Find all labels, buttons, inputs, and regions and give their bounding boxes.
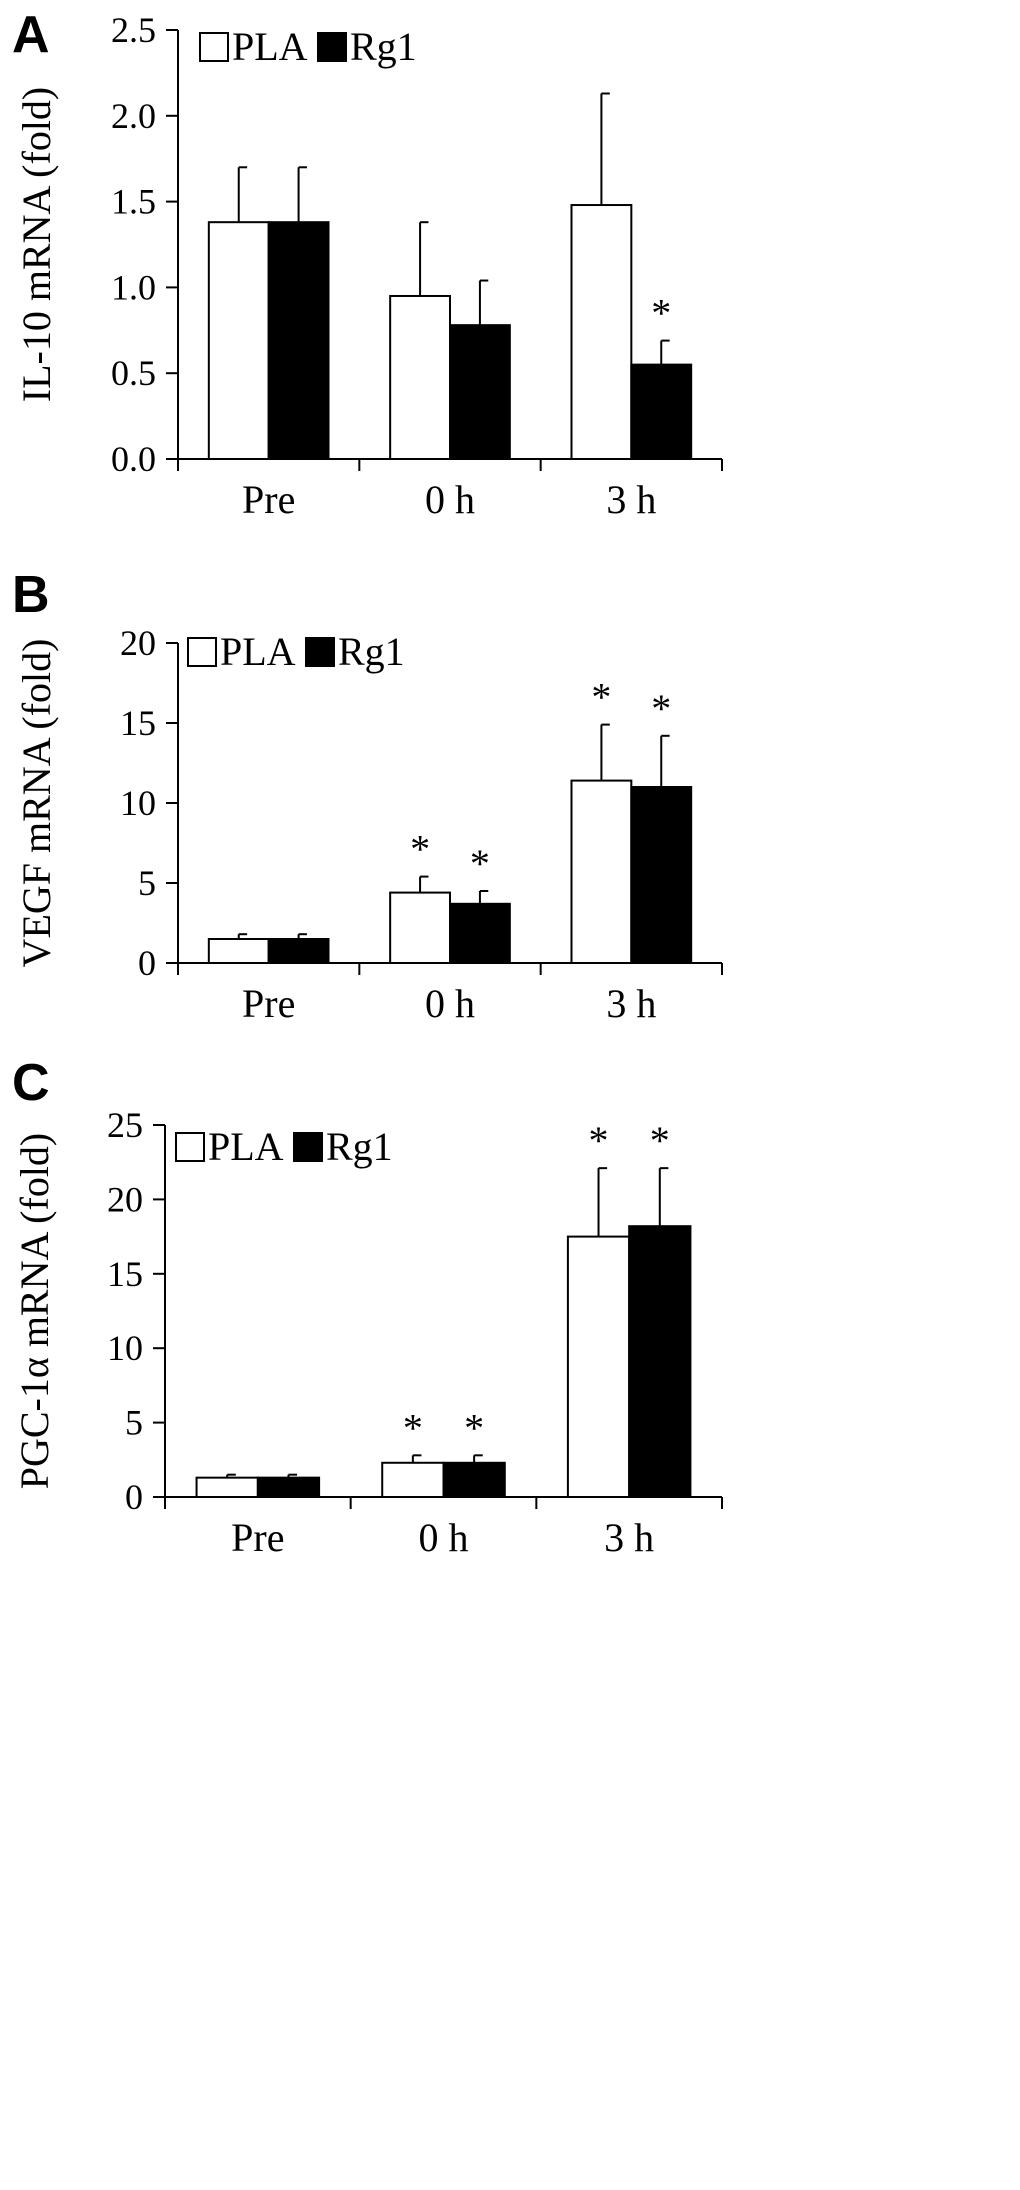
y-tick-label: 15: [107, 1254, 143, 1294]
bar-rg1-0h: [442, 1461, 506, 1498]
chart-panel-a: A 0.0 0.5 1.0 1.5 2.0 2.5 Pre 0 h 3 h IL-10 mRNA (…: [12, 6, 723, 522]
bar-rg1-pre: [267, 221, 330, 460]
bar-rg1-3h: [628, 1225, 692, 1498]
y-tick-label: 20: [107, 1179, 143, 1219]
legend-swatch-pla: [175, 1132, 205, 1162]
bar-rg1-3h: [630, 786, 693, 964]
legend-label-rg1: Rg1: [326, 1124, 393, 1169]
bar-pla-3h: [570, 779, 633, 964]
bar-rg1-0h: [449, 902, 511, 964]
y-tick-label: 10: [120, 783, 156, 823]
significance-marker: *: [464, 1405, 484, 1450]
bar-pla-3h: [566, 1235, 631, 1498]
y-tick-label: 2.5: [111, 10, 156, 50]
significance-marker: *: [470, 841, 490, 886]
legend-swatch-rg1: [293, 1132, 323, 1162]
legend-label-rg1: Rg1: [338, 629, 405, 674]
y-tick-label: 15: [120, 703, 156, 743]
y-tick-label: 1.5: [111, 182, 156, 222]
x-category-label: 0 h: [419, 1515, 469, 1560]
bar-pla-pre: [195, 1476, 259, 1499]
bar-pla-0h: [381, 1461, 445, 1498]
x-category-label: Pre: [242, 477, 295, 522]
x-category-label: 0 h: [425, 477, 475, 522]
legend-swatch-pla: [199, 32, 229, 62]
x-category-label: 3 h: [604, 1515, 654, 1560]
bar-pla-pre: [207, 221, 270, 460]
significance-marker: *: [651, 686, 671, 731]
y-tick-label: 10: [107, 1328, 143, 1368]
y-tick-label: 2.0: [111, 96, 156, 136]
significance-marker: *: [589, 1118, 609, 1163]
legend-swatch-pla: [187, 637, 217, 667]
y-tick-label: 0: [125, 1477, 143, 1517]
significance-marker: *: [651, 291, 671, 336]
x-category-label: Pre: [231, 1515, 284, 1560]
y-tick-label: 25: [107, 1105, 143, 1145]
y-tick-label: 5: [125, 1403, 143, 1443]
chart-panel-b: B 0 5 10 15 20 Pre 0 h 3 h VEGF mRNA (fold) * * * * PL…: [12, 566, 723, 1026]
bar-pla-0h: [389, 891, 452, 964]
y-axis-title: IL-10 mRNA (fold): [14, 87, 59, 403]
bar-pla-pre: [207, 938, 270, 964]
y-axis-title: VEGF mRNA (fold): [14, 639, 59, 968]
x-category-label: 0 h: [425, 981, 475, 1026]
legend-swatch-rg1: [317, 32, 347, 62]
y-tick-label: 0.0: [111, 439, 156, 479]
significance-marker: *: [403, 1405, 423, 1450]
bar-rg1-0h: [449, 324, 511, 461]
panel-letter: C: [12, 1054, 50, 1112]
chart-panel-c: C 0 5 10 15 20 25 Pre 0 h 3 h PGC-1α mRNA (fold) * *…: [12, 1054, 723, 1560]
significance-marker: *: [410, 827, 430, 872]
bar-rg1-3h: [630, 363, 693, 460]
x-category-label: 3 h: [606, 477, 656, 522]
y-tick-label: 20: [120, 623, 156, 663]
x-category-label: Pre: [242, 981, 295, 1026]
y-tick-label: 1.0: [111, 267, 156, 307]
y-tick-label: 0: [138, 943, 156, 983]
x-category-label: 3 h: [606, 981, 656, 1026]
y-tick-label: 0.5: [111, 353, 156, 393]
legend-label-pla: PLA: [208, 1124, 284, 1169]
significance-marker: *: [591, 675, 611, 720]
y-tick-label: 5: [138, 863, 156, 903]
panel-letter: A: [12, 6, 50, 64]
legend-label-pla: PLA: [232, 24, 308, 69]
panel-letter: B: [12, 566, 50, 624]
significance-marker: *: [650, 1118, 670, 1163]
bar-rg1-pre: [256, 1476, 321, 1499]
y-axis-title: PGC-1α mRNA (fold): [12, 1133, 57, 1490]
bar-pla-3h: [570, 204, 633, 460]
bar-pla-0h: [389, 294, 452, 461]
legend-label-pla: PLA: [220, 629, 296, 674]
legend-swatch-rg1: [305, 637, 335, 667]
bar-rg1-pre: [267, 938, 330, 964]
legend-label-rg1: Rg1: [350, 24, 417, 69]
